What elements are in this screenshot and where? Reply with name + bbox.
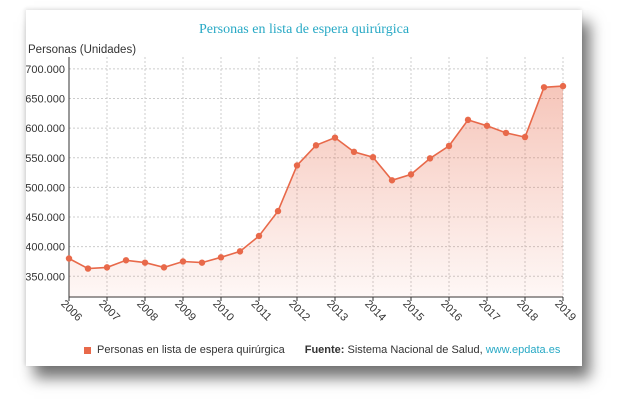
data-point: [84, 265, 92, 272]
data-point: [350, 148, 358, 156]
x-tick-label: 2007: [96, 298, 122, 324]
data-point: [122, 257, 130, 264]
legend-series-label: Personas en lista de espera quirúrgica: [97, 344, 285, 356]
x-tick-label: 2011: [249, 298, 274, 323]
series-area: [69, 86, 563, 297]
x-tick-label: 2012: [286, 298, 312, 324]
legend: Personas en lista de espera quirúrgica F…: [84, 344, 560, 356]
y-axis-label: Personas (Unidades): [28, 44, 137, 56]
data-point: [65, 255, 73, 262]
x-tick-label: 2018: [514, 298, 540, 324]
data-point: [312, 142, 320, 149]
data-point: [274, 207, 282, 215]
data-point: [293, 162, 301, 169]
data-point: [103, 264, 111, 271]
data-point: [445, 142, 453, 150]
chart-title: Personas en lista de espera quirúrgica: [198, 22, 410, 37]
x-tick-label: 2015: [400, 298, 426, 324]
x-tick-label: 2006: [58, 298, 84, 324]
y-tick-label: 550.000: [26, 153, 65, 165]
chart-card: Personas en lista de espera quirúrgica P…: [26, 10, 582, 366]
data-point: [255, 232, 263, 240]
y-tick-label: 500.000: [26, 182, 65, 194]
source-link[interactable]: www.epdata.es: [485, 344, 561, 356]
data-point: [141, 259, 149, 266]
data-point: [559, 82, 567, 90]
x-tick-label: 2010: [210, 298, 236, 324]
data-point: [217, 254, 225, 261]
data-point: [521, 133, 529, 141]
x-tick-label: 2014: [362, 298, 388, 324]
x-tick-label: 2019: [552, 298, 578, 324]
data-point: [331, 134, 339, 141]
x-tick-label: 2013: [324, 298, 350, 324]
source-label: Fuente:: [304, 344, 345, 356]
x-tick-label: 2017: [476, 298, 502, 324]
data-point: [369, 153, 377, 161]
y-tick-label: 700.000: [26, 64, 65, 76]
chart-plot-area: 350.000 400.000 450.000 500.000 550.000 600.0…: [26, 57, 578, 324]
data-point: [407, 171, 415, 178]
y-tick-label: 600.000: [26, 123, 65, 135]
x-tick-label: 2016: [438, 298, 464, 324]
source-text: Sistema Nacional de Salud,: [347, 344, 483, 356]
y-tick-label: 400.000: [26, 242, 65, 254]
data-point: [198, 259, 206, 266]
data-point: [483, 122, 491, 129]
data-point: [502, 129, 510, 137]
legend-swatch: [84, 346, 91, 354]
y-tick-label: 350.000: [26, 271, 65, 283]
data-point: [236, 248, 244, 255]
y-tick-label: 450.000: [26, 212, 65, 224]
data-point: [540, 84, 548, 91]
data-point: [426, 155, 434, 162]
data-point: [464, 116, 472, 124]
data-point: [388, 177, 396, 184]
x-tick-label: 2008: [134, 298, 160, 324]
y-tick-label: 650.000: [26, 94, 65, 106]
x-tick-label: 2009: [172, 298, 198, 324]
data-point: [160, 264, 168, 271]
data-point: [179, 258, 187, 265]
